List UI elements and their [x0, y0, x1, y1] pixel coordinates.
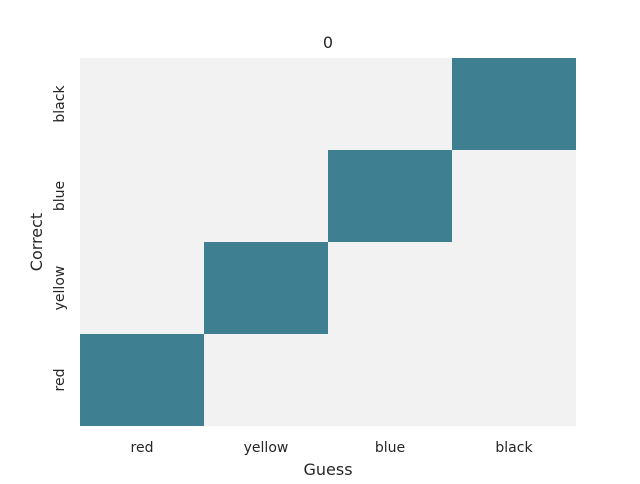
heatmap-cell-yellow-blue [328, 242, 452, 334]
heatmap-cell-blue-blue [328, 150, 452, 242]
x-tick-label: yellow [244, 440, 289, 456]
y-tick-label: red [52, 369, 68, 392]
heatmap-cell-blue-yellow [204, 150, 328, 242]
heatmap-cell-black-red [80, 58, 204, 150]
x-tick-label: black [495, 440, 533, 456]
heatmap-cell-blue-black [452, 150, 576, 242]
heatmap-cell-red-blue [328, 334, 452, 426]
heatmap-cell-red-yellow [204, 334, 328, 426]
heatmap-cell-red-black [452, 334, 576, 426]
y-tick-label: blue [52, 181, 68, 211]
chart-title: 0 [323, 33, 333, 52]
heatmap-cell-black-blue [328, 58, 452, 150]
y-axis-label: Correct [27, 213, 46, 271]
x-tick-label: blue [375, 440, 405, 456]
heatmap-cell-blue-red [80, 150, 204, 242]
heatmap-cell-black-yellow [204, 58, 328, 150]
x-tick-labels: red yellow blue black [131, 440, 534, 456]
y-tick-label: black [52, 85, 68, 123]
heatmap-cell-yellow-yellow [204, 242, 328, 334]
heatmap-cell-yellow-black [452, 242, 576, 334]
y-tick-label: yellow [52, 266, 68, 311]
heatmap-cell-yellow-red [80, 242, 204, 334]
heatmap-cell-red-red [80, 334, 204, 426]
heatmap-cell-black-black [452, 58, 576, 150]
x-tick-label: red [131, 440, 154, 456]
y-tick-labels: red yellow blue black [52, 85, 68, 392]
x-axis-label: Guess [303, 460, 352, 479]
heatmap-cells [80, 58, 576, 426]
